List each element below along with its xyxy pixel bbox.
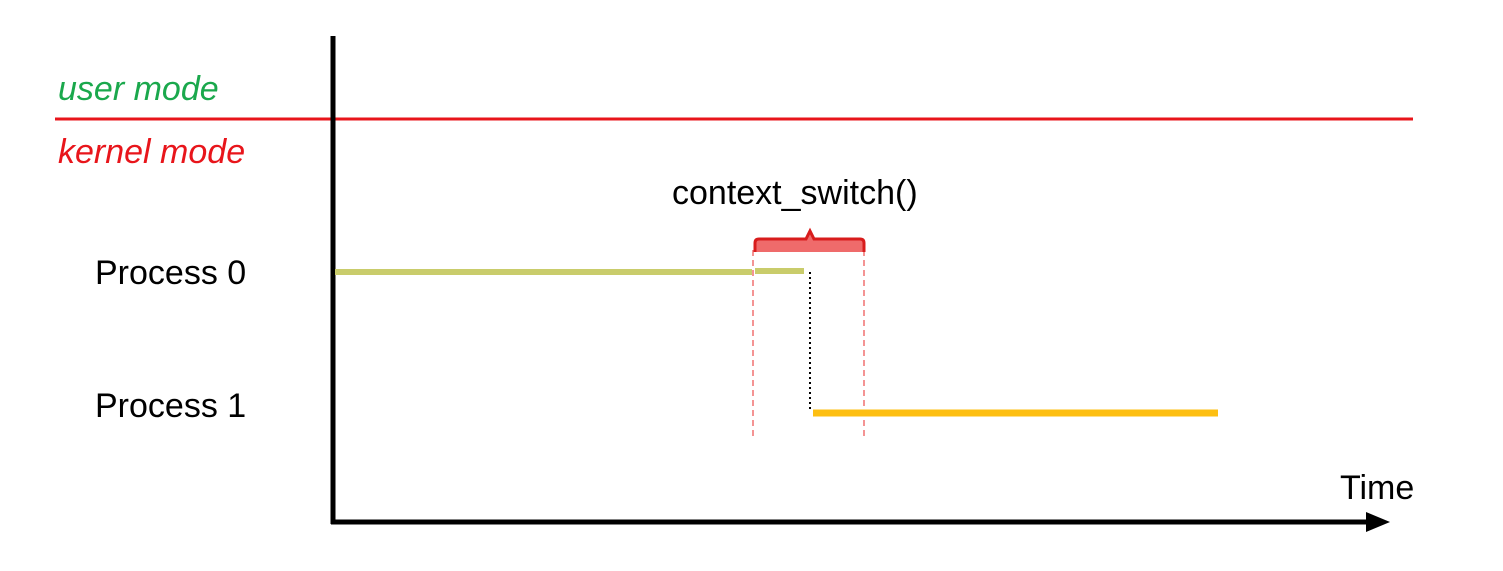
context-switch-label: context_switch() bbox=[672, 174, 918, 212]
kernel-mode-label: kernel mode bbox=[58, 133, 245, 171]
user-mode-label: user mode bbox=[58, 70, 219, 108]
time-axis-arrowhead-icon bbox=[1366, 512, 1390, 532]
process-0-label: Process 0 bbox=[95, 254, 246, 292]
context-switch-bracket-icon bbox=[755, 231, 864, 252]
process-1-label: Process 1 bbox=[95, 387, 246, 425]
context-switch-bracket-outline bbox=[753, 227, 866, 252]
time-axis-label: Time bbox=[1340, 469, 1414, 507]
